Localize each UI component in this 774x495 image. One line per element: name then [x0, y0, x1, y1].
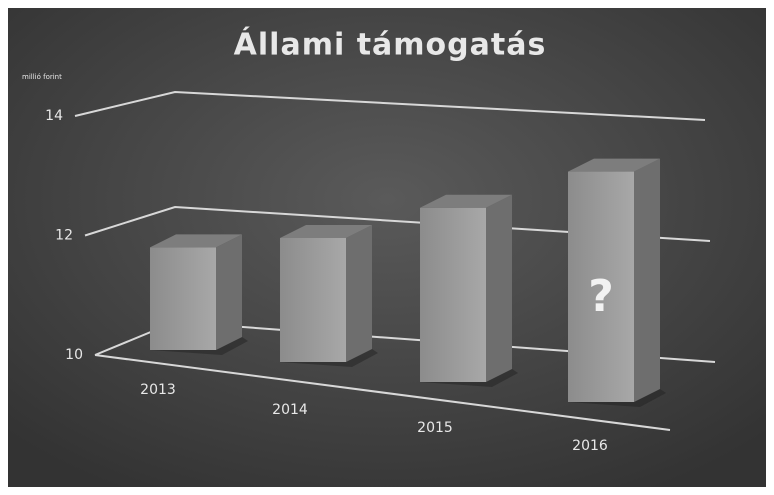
floor-edge: [94, 354, 671, 431]
x-tick-label: 2013: [140, 382, 176, 398]
bar-shadow: [150, 337, 248, 355]
y-axis-label: millió forint: [22, 73, 62, 81]
bar: [420, 207, 486, 382]
y-tick-label: 14: [45, 108, 63, 124]
bar-top: [280, 225, 372, 238]
grid-line: [84, 205, 711, 242]
y-tick-label: 10: [65, 347, 83, 363]
bar: [280, 238, 346, 362]
grid-line: [74, 90, 706, 121]
y-tick-label: 12: [55, 228, 73, 244]
chart-title: Állami támogatás: [234, 27, 547, 63]
bar-side: [216, 234, 242, 350]
x-tick-label: 2016: [572, 438, 608, 454]
x-tick-label: 2015: [417, 420, 453, 436]
bar-top: [420, 194, 512, 208]
bar-top: [568, 158, 660, 172]
bar-side: [634, 158, 660, 402]
bar-side: [346, 225, 372, 362]
bar-shadow: [280, 349, 378, 367]
x-tick-label: 2014: [272, 402, 308, 418]
bar-top: [150, 234, 242, 248]
bar-side: [486, 194, 512, 382]
bar: [150, 247, 216, 350]
bar-shadow: [568, 389, 666, 407]
annotation: ?: [588, 271, 614, 322]
bar-shadow: [420, 369, 518, 387]
bar: [568, 171, 634, 402]
